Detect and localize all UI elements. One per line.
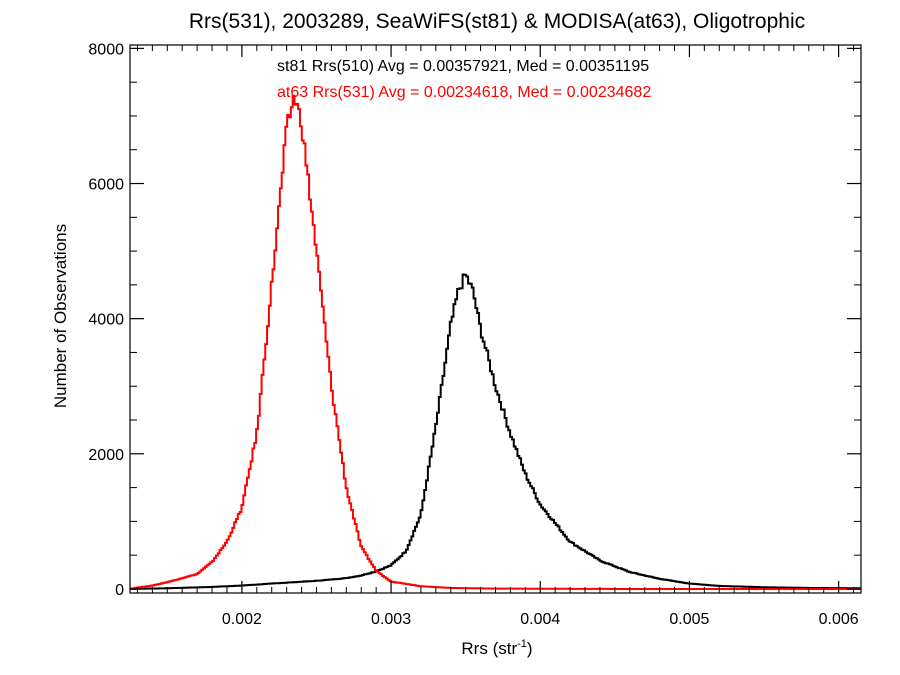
chart-title: Rrs(531), 2003289, SeaWiFS(st81) & MODIS… <box>189 10 805 33</box>
x-tick-label: 0.002 <box>222 611 262 628</box>
x-tick-label: 0.004 <box>520 611 560 628</box>
y-tick-label: 8000 <box>88 41 124 58</box>
y-axis-label: Number of Observations <box>51 224 70 408</box>
x-axis-label-main: Rrs (str <box>461 639 517 658</box>
plot-area <box>130 94 861 590</box>
series-line-1 <box>130 94 861 590</box>
y-tick-label: 4000 <box>88 312 124 329</box>
y-tick-label: 6000 <box>88 177 124 194</box>
x-axis-label-sup: -1 <box>517 638 527 650</box>
x-axis-label: Rrs (str-1) <box>461 638 532 658</box>
annotation-st81: st81 Rrs(510) Avg = 0.00357921, Med = 0.… <box>277 58 649 75</box>
plot-frame <box>129 44 862 594</box>
series-line-0 <box>130 273 861 590</box>
x-tick-label: 0.003 <box>371 611 411 628</box>
y-tick-label: 2000 <box>88 447 124 464</box>
x-tick-label: 0.006 <box>819 611 859 628</box>
annotation-at63: at63 Rrs(531) Avg = 0.00234618, Med = 0.… <box>277 84 651 101</box>
axis-ticks: 0.002 0.003 0.004 0.005 0.006 0 2000 4000 6000 80… <box>88 41 861 628</box>
x-axis-label-close: ) <box>527 639 533 658</box>
y-tick-label: 0 <box>115 582 124 599</box>
x-tick-label: 0.005 <box>669 611 709 628</box>
